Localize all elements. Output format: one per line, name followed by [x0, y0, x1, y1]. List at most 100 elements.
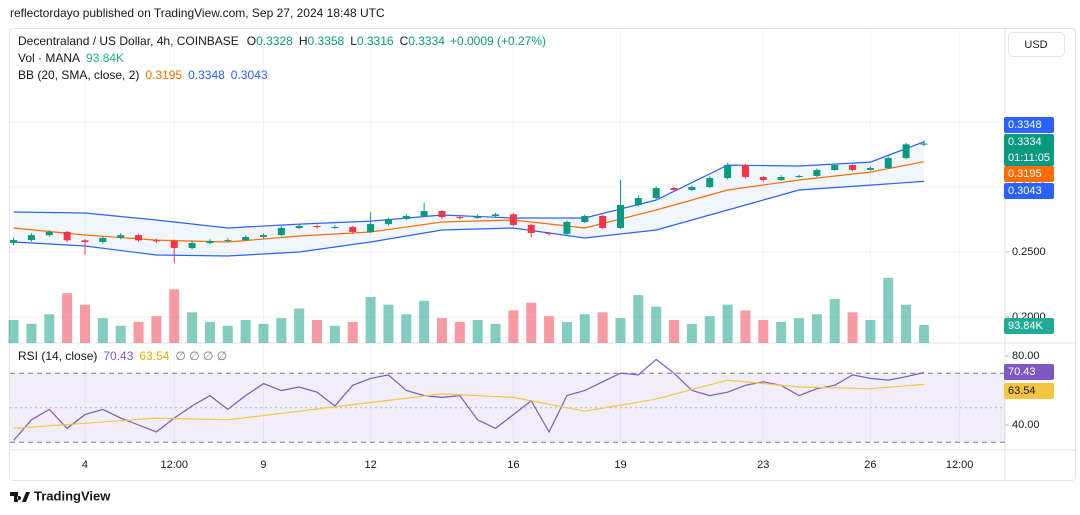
- ohlc-key: L: [350, 34, 357, 48]
- volume-bar: [169, 289, 180, 343]
- candle-body: [63, 231, 71, 241]
- legend-rsi: RSI (14, close) 70.43 63.54 ∅ ∅ ∅ ∅: [18, 349, 227, 363]
- ohlc-key: H: [299, 34, 308, 48]
- candle-body: [420, 211, 428, 217]
- candle-body: [581, 216, 589, 222]
- candle-body: [724, 165, 732, 179]
- volume-bar: [686, 323, 697, 343]
- volume-bar: [597, 312, 608, 343]
- bb-upper: 0.3348: [188, 68, 225, 82]
- volume-bar: [312, 320, 323, 343]
- volume-bar: [365, 297, 376, 343]
- volume-bar: [651, 306, 662, 343]
- candle-body: [456, 217, 464, 219]
- volume-bar: [758, 320, 769, 343]
- candle-body: [813, 169, 821, 176]
- candle-body: [170, 240, 178, 248]
- volume-bar: [347, 321, 358, 343]
- rsi-label: 70.43: [1008, 366, 1036, 378]
- volume-bar: [329, 325, 340, 343]
- ohlc-key: O: [247, 34, 256, 48]
- volume-bar: [419, 300, 430, 343]
- candle-body: [920, 143, 928, 145]
- volume-bar: [454, 321, 465, 343]
- volume-bar: [794, 318, 805, 343]
- candle-body: [152, 240, 160, 242]
- rsi-placeholder: ∅ ∅ ∅ ∅: [175, 349, 227, 363]
- candle-body: [670, 188, 678, 191]
- brand: TradingView: [34, 488, 111, 503]
- candle-body: [27, 235, 35, 241]
- volume-bar: [526, 302, 537, 343]
- rsi-title: RSI (14, close): [18, 349, 97, 363]
- y-tick-label: 80.00: [1012, 350, 1040, 362]
- candle-body: [866, 168, 874, 170]
- bb-lower-label-badge: [1004, 183, 1054, 199]
- candle-body: [331, 227, 339, 229]
- candle-body: [634, 198, 642, 205]
- currency[interactable]: USD: [1024, 39, 1047, 51]
- candle-body: [402, 216, 410, 219]
- volume-bar: [62, 293, 73, 343]
- x-tick-label: 19: [614, 459, 626, 471]
- candle-body: [224, 240, 232, 242]
- candle-body: [438, 211, 446, 218]
- legend-volume: Vol · MANA 93.84K: [18, 51, 124, 65]
- volume-bar: [222, 325, 233, 343]
- x-tick-label: 12:00: [160, 459, 188, 471]
- volume-bar: [918, 325, 929, 343]
- last-price-badge: [1004, 134, 1054, 166]
- volume-bar: [276, 318, 287, 343]
- indicator-line: [13, 379, 925, 429]
- volume-bar: [79, 304, 90, 343]
- bb-upper-label: 0.3348: [1008, 119, 1042, 131]
- volume-bar: [811, 314, 822, 343]
- volume-bar: [847, 312, 858, 343]
- x-tick-label: 12:00: [946, 459, 974, 471]
- bb-basis-label: 0.3195: [1008, 168, 1042, 180]
- volume-title: Vol · MANA: [18, 51, 80, 65]
- candle-body: [741, 165, 749, 178]
- volume-bar: [669, 320, 680, 343]
- volume-bar: [401, 314, 412, 343]
- volume-bar: [633, 295, 644, 343]
- volume-bar: [383, 304, 394, 343]
- volume-value: 93.84K: [86, 51, 124, 65]
- bb-title: BB (20, SMA, close, 2): [18, 68, 139, 82]
- volume-bar: [508, 310, 519, 343]
- volume-bar: [133, 321, 144, 343]
- volume-bar: [490, 323, 501, 343]
- candle-body: [277, 227, 285, 236]
- volume-bar: [97, 318, 108, 343]
- candle-body: [492, 214, 500, 217]
- candle-body: [509, 214, 517, 225]
- currency-button[interactable]: [1008, 32, 1065, 57]
- ohlc-value: 0.3334: [408, 34, 445, 48]
- volume-label: 93.84K: [1008, 320, 1044, 332]
- volume-bar: [151, 316, 162, 343]
- volume-bar: [544, 316, 555, 343]
- candle-body: [884, 158, 892, 169]
- x-tick-label: 16: [507, 459, 519, 471]
- indicator-line: [13, 161, 925, 243]
- volume-bar: [615, 318, 626, 343]
- candle-body: [367, 224, 375, 232]
- candle-body: [563, 221, 571, 234]
- volume-bar: [26, 323, 37, 343]
- rsi-value: 70.43: [103, 349, 133, 363]
- candle-body: [759, 177, 767, 181]
- rsi-ma-value: 63.54: [139, 349, 169, 363]
- symbol-title: Decentraland / US Dollar, 4h, COINBASE: [18, 34, 239, 48]
- candle-body: [295, 226, 303, 228]
- x-tick-label: 23: [757, 459, 769, 471]
- volume-bar: [561, 321, 572, 343]
- candle-body: [616, 204, 624, 228]
- x-tick-label: 12: [364, 459, 376, 471]
- volume-bar: [901, 304, 912, 343]
- band-fill: [13, 141, 925, 256]
- candle-body: [242, 237, 250, 241]
- candle-body: [795, 175, 803, 178]
- chart-frame: [9, 28, 1076, 481]
- candle-body: [259, 235, 267, 238]
